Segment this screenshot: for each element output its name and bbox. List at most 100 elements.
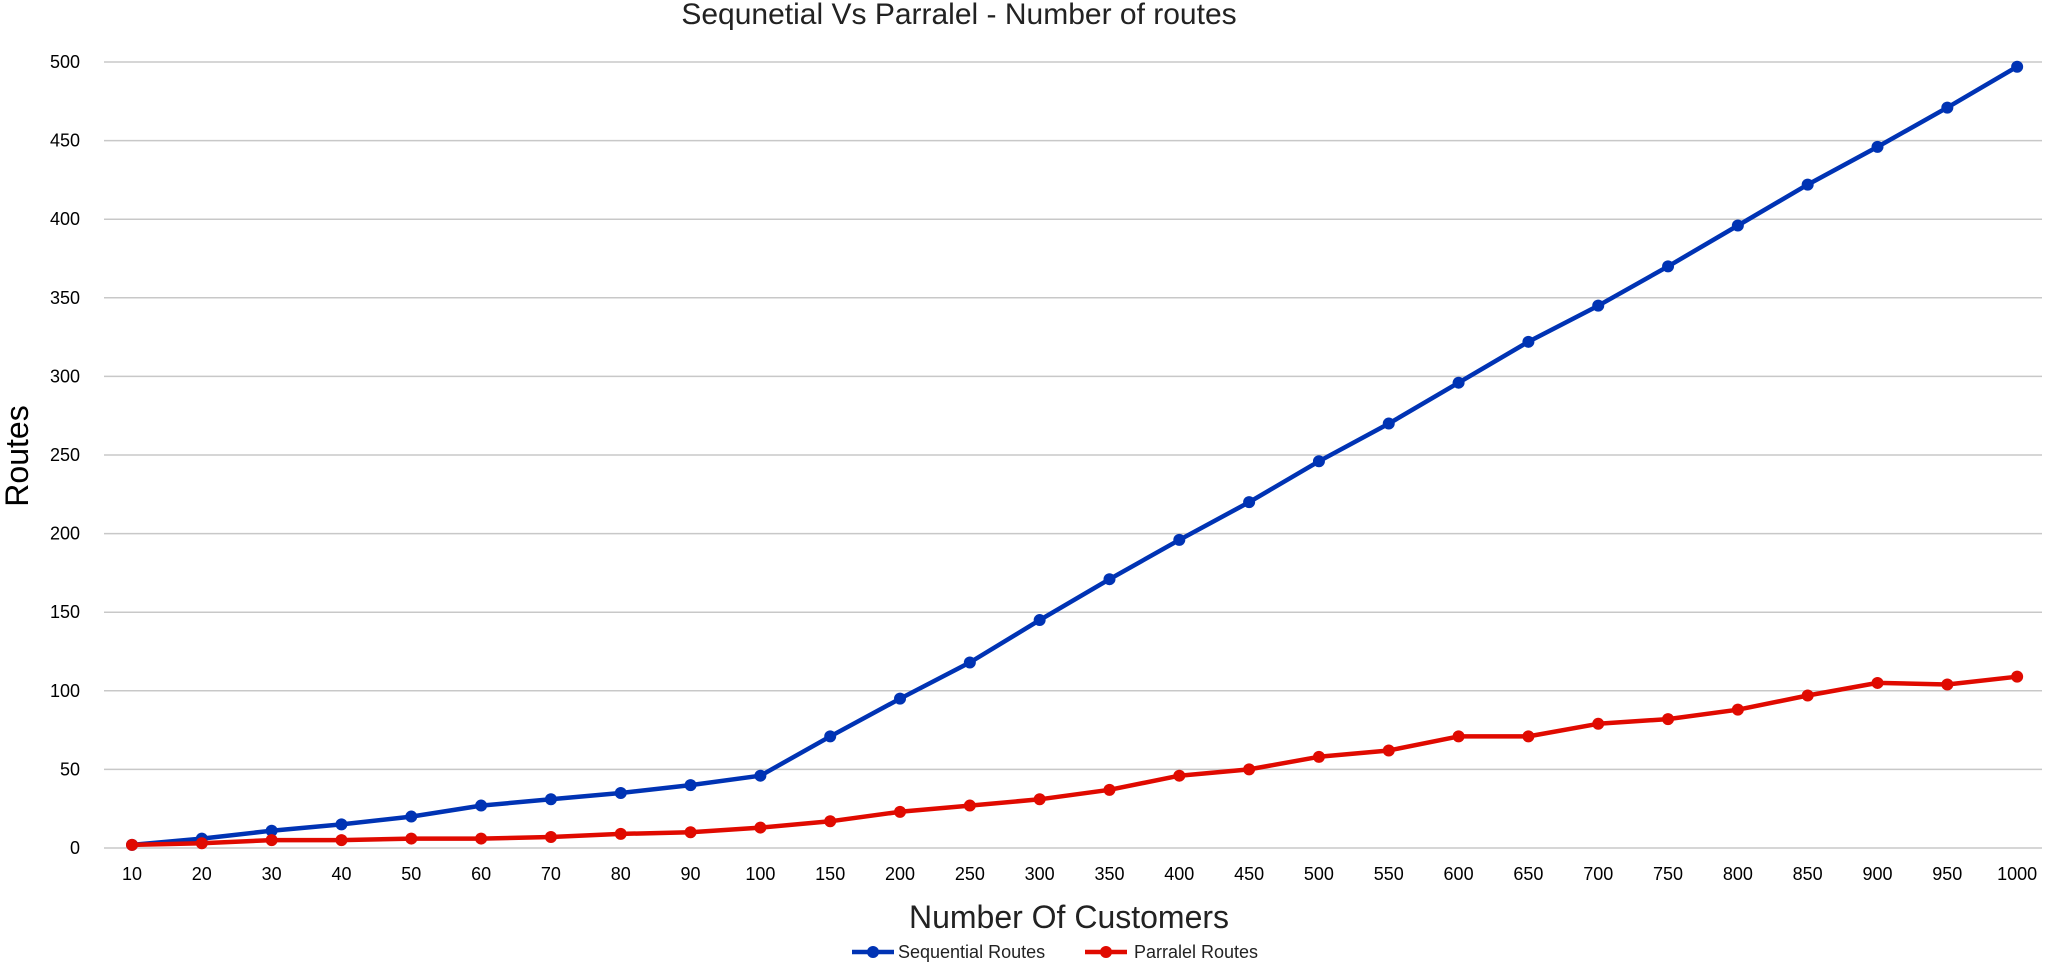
data-point xyxy=(405,832,418,845)
series-line xyxy=(131,674,2018,848)
series-sequential xyxy=(126,60,2024,851)
data-point xyxy=(475,799,488,812)
x-tick-label: 450 xyxy=(1234,864,1264,884)
data-point xyxy=(1731,703,1744,716)
data-point xyxy=(614,786,627,799)
data-point xyxy=(2011,670,2024,683)
x-tick-label: 700 xyxy=(1583,864,1613,884)
y-tick-label: 400 xyxy=(50,209,80,229)
data-point xyxy=(684,779,697,792)
y-axis-label: Routes xyxy=(0,405,35,506)
data-point xyxy=(1941,101,1954,114)
data-point xyxy=(754,769,767,782)
x-axis-label: Number Of Customers xyxy=(909,899,1229,935)
data-point xyxy=(1662,713,1675,726)
data-point xyxy=(1801,689,1814,702)
data-point xyxy=(1312,455,1325,468)
x-tick-label: 800 xyxy=(1723,864,1753,884)
data-point xyxy=(1592,717,1605,730)
x-tick-label: 70 xyxy=(541,864,561,884)
data-point xyxy=(1173,533,1186,546)
data-point xyxy=(1522,335,1535,348)
series-lines xyxy=(126,60,2024,851)
data-point xyxy=(1801,178,1814,191)
x-tick-label: 650 xyxy=(1513,864,1543,884)
data-point xyxy=(963,656,976,669)
x-tick-label: 500 xyxy=(1304,864,1334,884)
legend-item: Parralel Routes xyxy=(1085,942,1258,962)
data-point xyxy=(544,830,557,843)
data-point xyxy=(335,834,348,847)
x-tick-label: 90 xyxy=(681,864,701,884)
x-tick-label: 150 xyxy=(815,864,845,884)
y-tick-label: 0 xyxy=(70,838,80,858)
x-tick-label: 20 xyxy=(192,864,212,884)
x-tick-label: 250 xyxy=(955,864,985,884)
data-point xyxy=(824,815,837,828)
x-tick-label: 950 xyxy=(1932,864,1962,884)
x-tick-label: 60 xyxy=(471,864,491,884)
x-tick-label: 50 xyxy=(401,864,421,884)
data-point xyxy=(1243,496,1256,509)
legend-swatch-marker xyxy=(867,946,879,958)
data-point xyxy=(824,730,837,743)
x-tick-label: 850 xyxy=(1793,864,1823,884)
x-tick-label: 80 xyxy=(611,864,631,884)
data-point xyxy=(265,824,278,837)
data-point xyxy=(1871,676,1884,689)
data-point xyxy=(1871,140,1884,153)
y-tick-label: 100 xyxy=(50,681,80,701)
data-point xyxy=(1312,750,1325,763)
x-tick-label: 40 xyxy=(331,864,351,884)
data-point xyxy=(1731,219,1744,232)
x-tick-label: 100 xyxy=(745,864,775,884)
data-point xyxy=(1173,769,1186,782)
y-tick-label: 450 xyxy=(50,131,80,151)
x-tick-label: 10 xyxy=(122,864,142,884)
data-point xyxy=(1103,783,1116,796)
data-point xyxy=(1662,260,1675,273)
chart-title: Sequnetial Vs Parralel - Number of route… xyxy=(681,0,1236,31)
data-point xyxy=(2011,60,2024,73)
y-tick-label: 200 xyxy=(50,524,80,544)
data-point xyxy=(1033,614,1046,627)
data-point xyxy=(614,827,627,840)
data-point xyxy=(1592,299,1605,312)
y-tick-label: 250 xyxy=(50,445,80,465)
legend-item: Sequential Routes xyxy=(852,942,1045,962)
y-tick-label: 300 xyxy=(50,366,80,386)
data-point xyxy=(684,826,697,839)
x-tick-label: 400 xyxy=(1164,864,1194,884)
data-point xyxy=(265,834,278,847)
legend-swatch-marker xyxy=(1100,946,1112,958)
x-tick-label: 30 xyxy=(262,864,282,884)
x-tick-label: 350 xyxy=(1094,864,1124,884)
series-parralel xyxy=(126,670,2024,851)
data-point xyxy=(335,818,348,831)
legend-label: Parralel Routes xyxy=(1134,942,1258,962)
data-point xyxy=(754,821,767,834)
x-tick-label: 600 xyxy=(1444,864,1474,884)
x-tick-label: 200 xyxy=(885,864,915,884)
data-point xyxy=(1941,678,1954,691)
data-point xyxy=(1103,573,1116,586)
data-point xyxy=(1033,793,1046,806)
legend: Sequential Routes Parralel Routes xyxy=(852,942,1258,962)
data-point xyxy=(1382,417,1395,430)
x-axis-ticks: 10 20 30 40 50 60 70 80 90 100 150 200 250 300 350 400 4… xyxy=(122,864,2037,884)
data-point xyxy=(1522,730,1535,743)
data-point xyxy=(1452,376,1465,389)
data-point xyxy=(1452,730,1465,743)
data-point xyxy=(405,810,418,823)
y-axis-ticks: 0 50 100 150 200 250 300 350 400 450 500 xyxy=(50,52,80,858)
data-point xyxy=(1382,744,1395,757)
x-tick-label: 1000 xyxy=(1997,864,2037,884)
data-point xyxy=(894,692,907,705)
y-tick-label: 350 xyxy=(50,288,80,308)
data-point xyxy=(894,805,907,818)
gridlines xyxy=(104,61,2042,849)
data-point xyxy=(544,793,557,806)
x-tick-label: 550 xyxy=(1374,864,1404,884)
data-point xyxy=(195,837,208,850)
